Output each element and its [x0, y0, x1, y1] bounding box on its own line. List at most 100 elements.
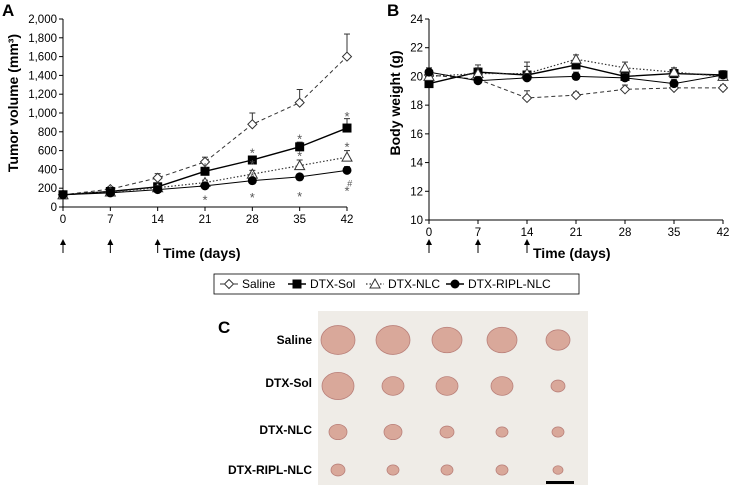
photo-row-label-dtx-nlc: DTX-NLC [259, 423, 312, 437]
significance-star: * [250, 190, 255, 205]
body-weight-point-dtx-ripl-nlc [669, 79, 679, 89]
tumor-volume-x-tick-label: 28 [246, 214, 259, 226]
tumor-volume-y-tick-label: 600 [38, 146, 57, 158]
tumor-volume-y-tick-label: 2,000 [28, 14, 57, 26]
tumor-volume-y-tick-label: 400 [38, 164, 57, 176]
tumor-volume-dosing-arrow [154, 239, 161, 253]
tumor-sample [328, 423, 348, 441]
legend-marker-dtx-sol [292, 279, 302, 289]
tumor-volume-x-tick-label: 42 [341, 214, 354, 226]
panel-label-a: A [2, 1, 14, 20]
tumor-volume-point-dtx-sol [342, 123, 352, 133]
tumor-sample [330, 463, 346, 477]
tumor-volume-point-saline [199, 156, 211, 168]
significance-star: * [297, 148, 302, 163]
tumor-photo-panel: Saline DTX-Sol DTX-NLC DTX-RIPL-NLC [228, 311, 588, 485]
tumor-volume-x-tick-label: 35 [293, 214, 306, 226]
tumor-sample [440, 464, 454, 476]
tumor-volume-y-tick-label: 800 [38, 127, 57, 139]
body-weight-point-saline [521, 92, 533, 104]
panel-label-b: B [387, 1, 399, 20]
tumor-sample [435, 376, 459, 396]
body-weight-x-tick-label: 14 [521, 227, 534, 239]
significance-star: * [250, 157, 255, 172]
body-weight-x-tick-label: 21 [570, 227, 583, 239]
body-weight-point-saline [570, 89, 582, 101]
body-weight-point-dtx-nlc [668, 66, 680, 77]
body-weight-dosing-arrow [524, 239, 530, 253]
body-weight-y-tick-label: 16 [410, 129, 423, 141]
body-weight-y-tick-label: 20 [410, 71, 423, 83]
legend-marker-dtx-ripl-nlc [450, 279, 460, 289]
body-weight-point-dtx-nlc [619, 61, 631, 73]
tumor-volume-x-tick-label: 21 [199, 214, 212, 226]
tumor-volume-y-tick-label: 1,400 [28, 70, 57, 82]
body-weight-y-tick-label: 10 [410, 215, 423, 227]
tumor-volume-point-dtx-sol [247, 155, 257, 165]
tumor-sample [383, 423, 403, 441]
tumor-volume-point-dtx-ripl-nlc [153, 185, 163, 195]
tumor-volume-x-axis-title: Time (days) [163, 245, 241, 261]
significance-star: * [202, 160, 207, 175]
legend-label: Saline [242, 277, 276, 291]
significance-star: * [202, 193, 207, 208]
body-weight-dosing-arrow [426, 239, 432, 253]
tumor-sample [551, 426, 565, 438]
body-weight-point-dtx-nlc [570, 53, 582, 64]
tumor-volume-dosing-arrow [60, 239, 66, 253]
legend-marker-dtx-nlc [369, 277, 381, 289]
tumor-sample [550, 379, 566, 393]
scale-bar [546, 481, 574, 484]
body-weight-point-dtx-ripl-nlc [473, 76, 483, 86]
tumor-sample [386, 464, 400, 476]
body-weight-x-tick-label: 0 [426, 227, 432, 239]
tumor-volume-point-saline [152, 172, 163, 184]
photo-row-label-dtx-sol: DTX-Sol [265, 376, 312, 390]
significance-star: * [344, 140, 349, 155]
body-weight-y-tick-label: 22 [410, 43, 423, 55]
body-weight-y-axis-title: Body weight (g) [387, 51, 403, 156]
tumor-volume-point-dtx-ripl-nlc [200, 181, 210, 191]
body-weight-x-tick-label: 35 [668, 227, 681, 239]
tumor-volume-y-tick-label: 1,000 [28, 108, 57, 120]
tumor-volume-point-dtx-sol [295, 142, 305, 152]
tumor-sample [490, 376, 514, 396]
body-weight-y-tick-label: 18 [410, 100, 423, 112]
tumor-volume-point-dtx-ripl-nlc [58, 190, 68, 200]
tumor-volume-point-dtx-ripl-nlc [105, 188, 115, 198]
tumor-volume-point-dtx-ripl-nlc [247, 176, 257, 186]
tumor-volume-point-dtx-ripl-nlc [342, 165, 352, 175]
tumor-volume-point-dtx-nlc [293, 159, 306, 171]
tumor-volume-y-tick-label: 200 [38, 183, 57, 195]
tumor-sample [321, 371, 355, 400]
body-weight-series-dtx-ripl-nlc [424, 67, 728, 89]
tumor-volume-point-saline [247, 119, 258, 130]
body-weight-point-dtx-ripl-nlc [522, 73, 532, 83]
body-weight-y-tick-label: 14 [410, 158, 423, 170]
tumor-sample [375, 325, 411, 355]
tumor-sample [495, 464, 509, 476]
photo-row-label-dtx-ripl-nlc: DTX-RIPL-NLC [228, 463, 312, 477]
tumor-sample [495, 426, 509, 438]
legend-box [213, 273, 580, 295]
tumor-volume-y-axis-title: Tumor volume (mm³) [5, 34, 21, 172]
tumor-volume-point-saline [294, 97, 305, 108]
body-weight-x-tick-label: 7 [475, 227, 481, 239]
body-weight-y-tick-label: 24 [410, 14, 423, 26]
body-weight-chart: 10 12 14 16 18 20 22 24 0 7 14 21 28 35 42 Body weight… [387, 14, 729, 261]
body-weight-y-tick-label: 12 [410, 186, 423, 198]
tumor-volume-series-dtx-ripl-nlc [58, 165, 352, 200]
significance-hash: # [347, 178, 352, 188]
body-weight-point-dtx-sol [571, 60, 581, 70]
tumor-sample [320, 325, 356, 355]
body-weight-dosing-arrow [475, 239, 481, 253]
tumor-sample [545, 329, 571, 351]
significance-star: * [344, 184, 349, 199]
body-weight-x-tick-label: 42 [717, 227, 730, 239]
significance-star: * [297, 132, 302, 147]
significance-star: * [250, 146, 255, 161]
body-weight-point-dtx-sol [424, 79, 434, 89]
tumor-sample [552, 465, 564, 475]
significance-star: * [297, 189, 302, 204]
tumor-volume-y-tick-label: 1,800 [28, 33, 57, 45]
